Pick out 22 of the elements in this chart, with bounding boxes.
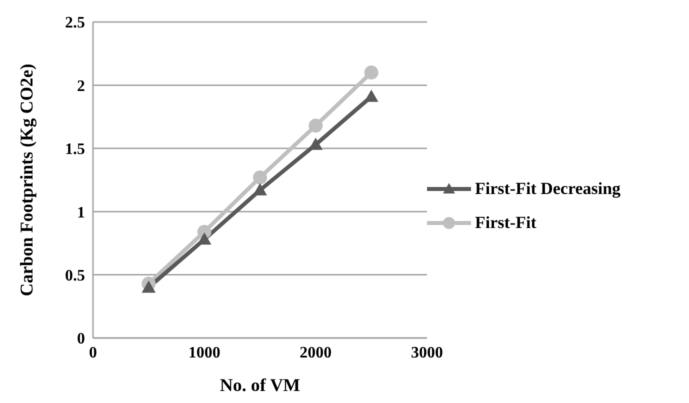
y-tick-label: 1 <box>77 204 85 222</box>
x-tick-label: 3000 <box>411 344 443 362</box>
y-tick-label: 2.5 <box>65 14 85 32</box>
point <box>142 280 156 293</box>
legend-label: First-Fit <box>475 212 536 232</box>
point <box>253 183 267 196</box>
point <box>197 232 212 245</box>
legend-label: First-Fit Decreasing <box>475 178 621 198</box>
point <box>364 66 378 80</box>
x-tick-label: 1000 <box>188 344 220 362</box>
point <box>253 170 267 184</box>
point <box>308 118 323 133</box>
x-tick-label: 2000 <box>300 344 332 362</box>
point <box>308 138 323 150</box>
x-tick-label: 0 <box>89 344 97 362</box>
y-axis-title: Carbon Footprints (Kg CO2e) <box>16 64 36 296</box>
y-tick-label: 2 <box>77 78 85 95</box>
y-tick-label: 1.5 <box>65 141 85 158</box>
y-tick-label: 0.5 <box>65 267 85 284</box>
y-tick-label: 0 <box>77 330 85 348</box>
point <box>364 90 378 102</box>
x-axis-title: No. of VM <box>220 375 300 395</box>
